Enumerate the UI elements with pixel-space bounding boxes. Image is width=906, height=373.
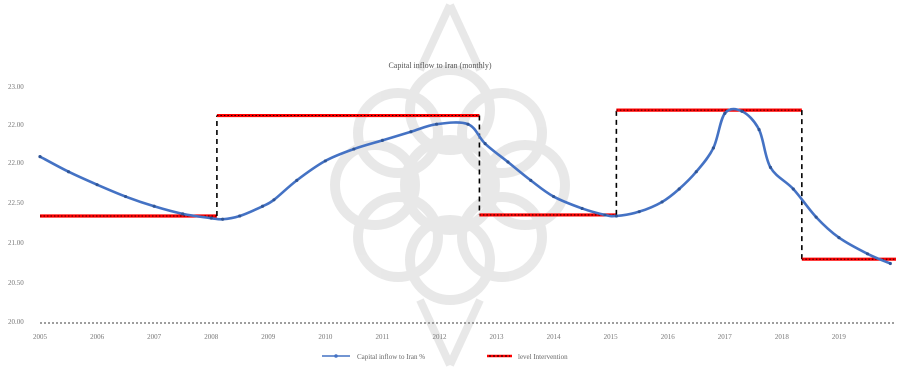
capital-inflow-point (221, 217, 225, 221)
y-tick-label: 23.00 (8, 83, 24, 91)
capital-inflow-point (466, 122, 470, 126)
x-tick-label: 2009 (261, 333, 276, 341)
x-axis-ticks: 2005 2006 2007 2008 2009 2010 2011 2012 2013 2014… (33, 333, 846, 341)
x-tick-label: 2015 (604, 333, 619, 341)
y-tick-label: 21.00 (8, 239, 24, 247)
x-tick-label: 2011 (376, 333, 390, 341)
capital-inflow-point (837, 236, 841, 240)
capital-inflow-point (614, 214, 618, 218)
capital-inflow-point (209, 216, 213, 220)
capital-inflow-point (181, 212, 185, 216)
capital-inflow-point (711, 146, 715, 150)
x-tick-label: 2012 (432, 333, 447, 341)
x-tick-label: 2006 (90, 333, 105, 341)
y-axis-ticks: 23.00 22.00 22.00 22.50 21.00 20.50 20.00 (8, 83, 24, 326)
x-tick-label: 2018 (775, 333, 790, 341)
capital-inflow-point (723, 111, 727, 115)
capital-inflow-point (865, 252, 870, 256)
capital-inflow-point (637, 210, 641, 214)
x-tick-label: 2013 (490, 333, 505, 341)
capital-inflow-point (529, 178, 533, 182)
capital-inflow-point (152, 204, 156, 208)
capital-inflow-point (66, 170, 71, 174)
series-level-intervention (40, 108, 896, 261)
x-tick-label: 2016 (661, 333, 676, 341)
x-tick-label: 2019 (832, 333, 847, 341)
capital-inflow-point (38, 155, 42, 159)
legend: Capital inflow to Iran % level Intervent… (322, 353, 568, 361)
y-tick-label: 20.50 (8, 279, 24, 287)
x-tick-label: 2014 (547, 333, 562, 341)
x-tick-label: 2007 (147, 333, 162, 341)
y-tick-label: 22.00 (8, 121, 24, 129)
capital-inflow-point (483, 142, 487, 146)
series-capital-inflow (38, 107, 892, 266)
capital-inflow-point (740, 109, 744, 113)
capital-inflow-point (435, 122, 439, 126)
series-layer (38, 107, 896, 266)
capital-inflow-point (694, 170, 698, 174)
capital-inflow-point (124, 194, 128, 199)
capital-inflow-point (295, 178, 299, 182)
x-tick-label: 2005 (33, 333, 48, 341)
capital-inflow-point (238, 214, 242, 218)
capital-inflow-point (352, 147, 356, 151)
capital-inflow-point (380, 138, 384, 142)
y-tick-label: 22.50 (8, 199, 24, 207)
chart-title: Capital inflow to Iran (monthly) (388, 61, 491, 70)
legend-item-level-intervention: level Intervention (487, 353, 568, 361)
x-tick-label: 2008 (204, 333, 219, 341)
capital-inflow-point (888, 261, 892, 266)
legend-item-capital-inflow: Capital inflow to Iran % (322, 353, 425, 361)
y-tick-label: 22.00 (8, 159, 24, 167)
capital-inflow-point (409, 130, 413, 134)
capital-inflow-point (791, 187, 795, 191)
capital-inflow-point (323, 159, 327, 163)
watermark-icon (330, 3, 570, 367)
capital-inflow-point (768, 165, 773, 169)
capital-inflow-point (660, 200, 664, 204)
x-tick-label: 2017 (718, 333, 733, 341)
legend-label-level-intervention: level Intervention (518, 353, 568, 361)
capital-inflow-point (677, 187, 681, 191)
y-tick-label: 20.00 (8, 318, 24, 326)
capital-inflow-point (603, 213, 607, 217)
capital-inflow-point (95, 183, 99, 187)
capital-inflow-point (757, 128, 761, 132)
x-tick-label: 2010 (318, 333, 333, 341)
capital-inflow-point (260, 204, 265, 208)
capital-inflow-point (814, 215, 818, 219)
capital-inflow-point (272, 198, 276, 202)
capital-inflow-point (552, 194, 556, 199)
capital-inflow-point (580, 206, 584, 211)
capital-inflow-point (506, 160, 510, 164)
legend-label-capital-inflow: Capital inflow to Iran % (357, 353, 425, 361)
